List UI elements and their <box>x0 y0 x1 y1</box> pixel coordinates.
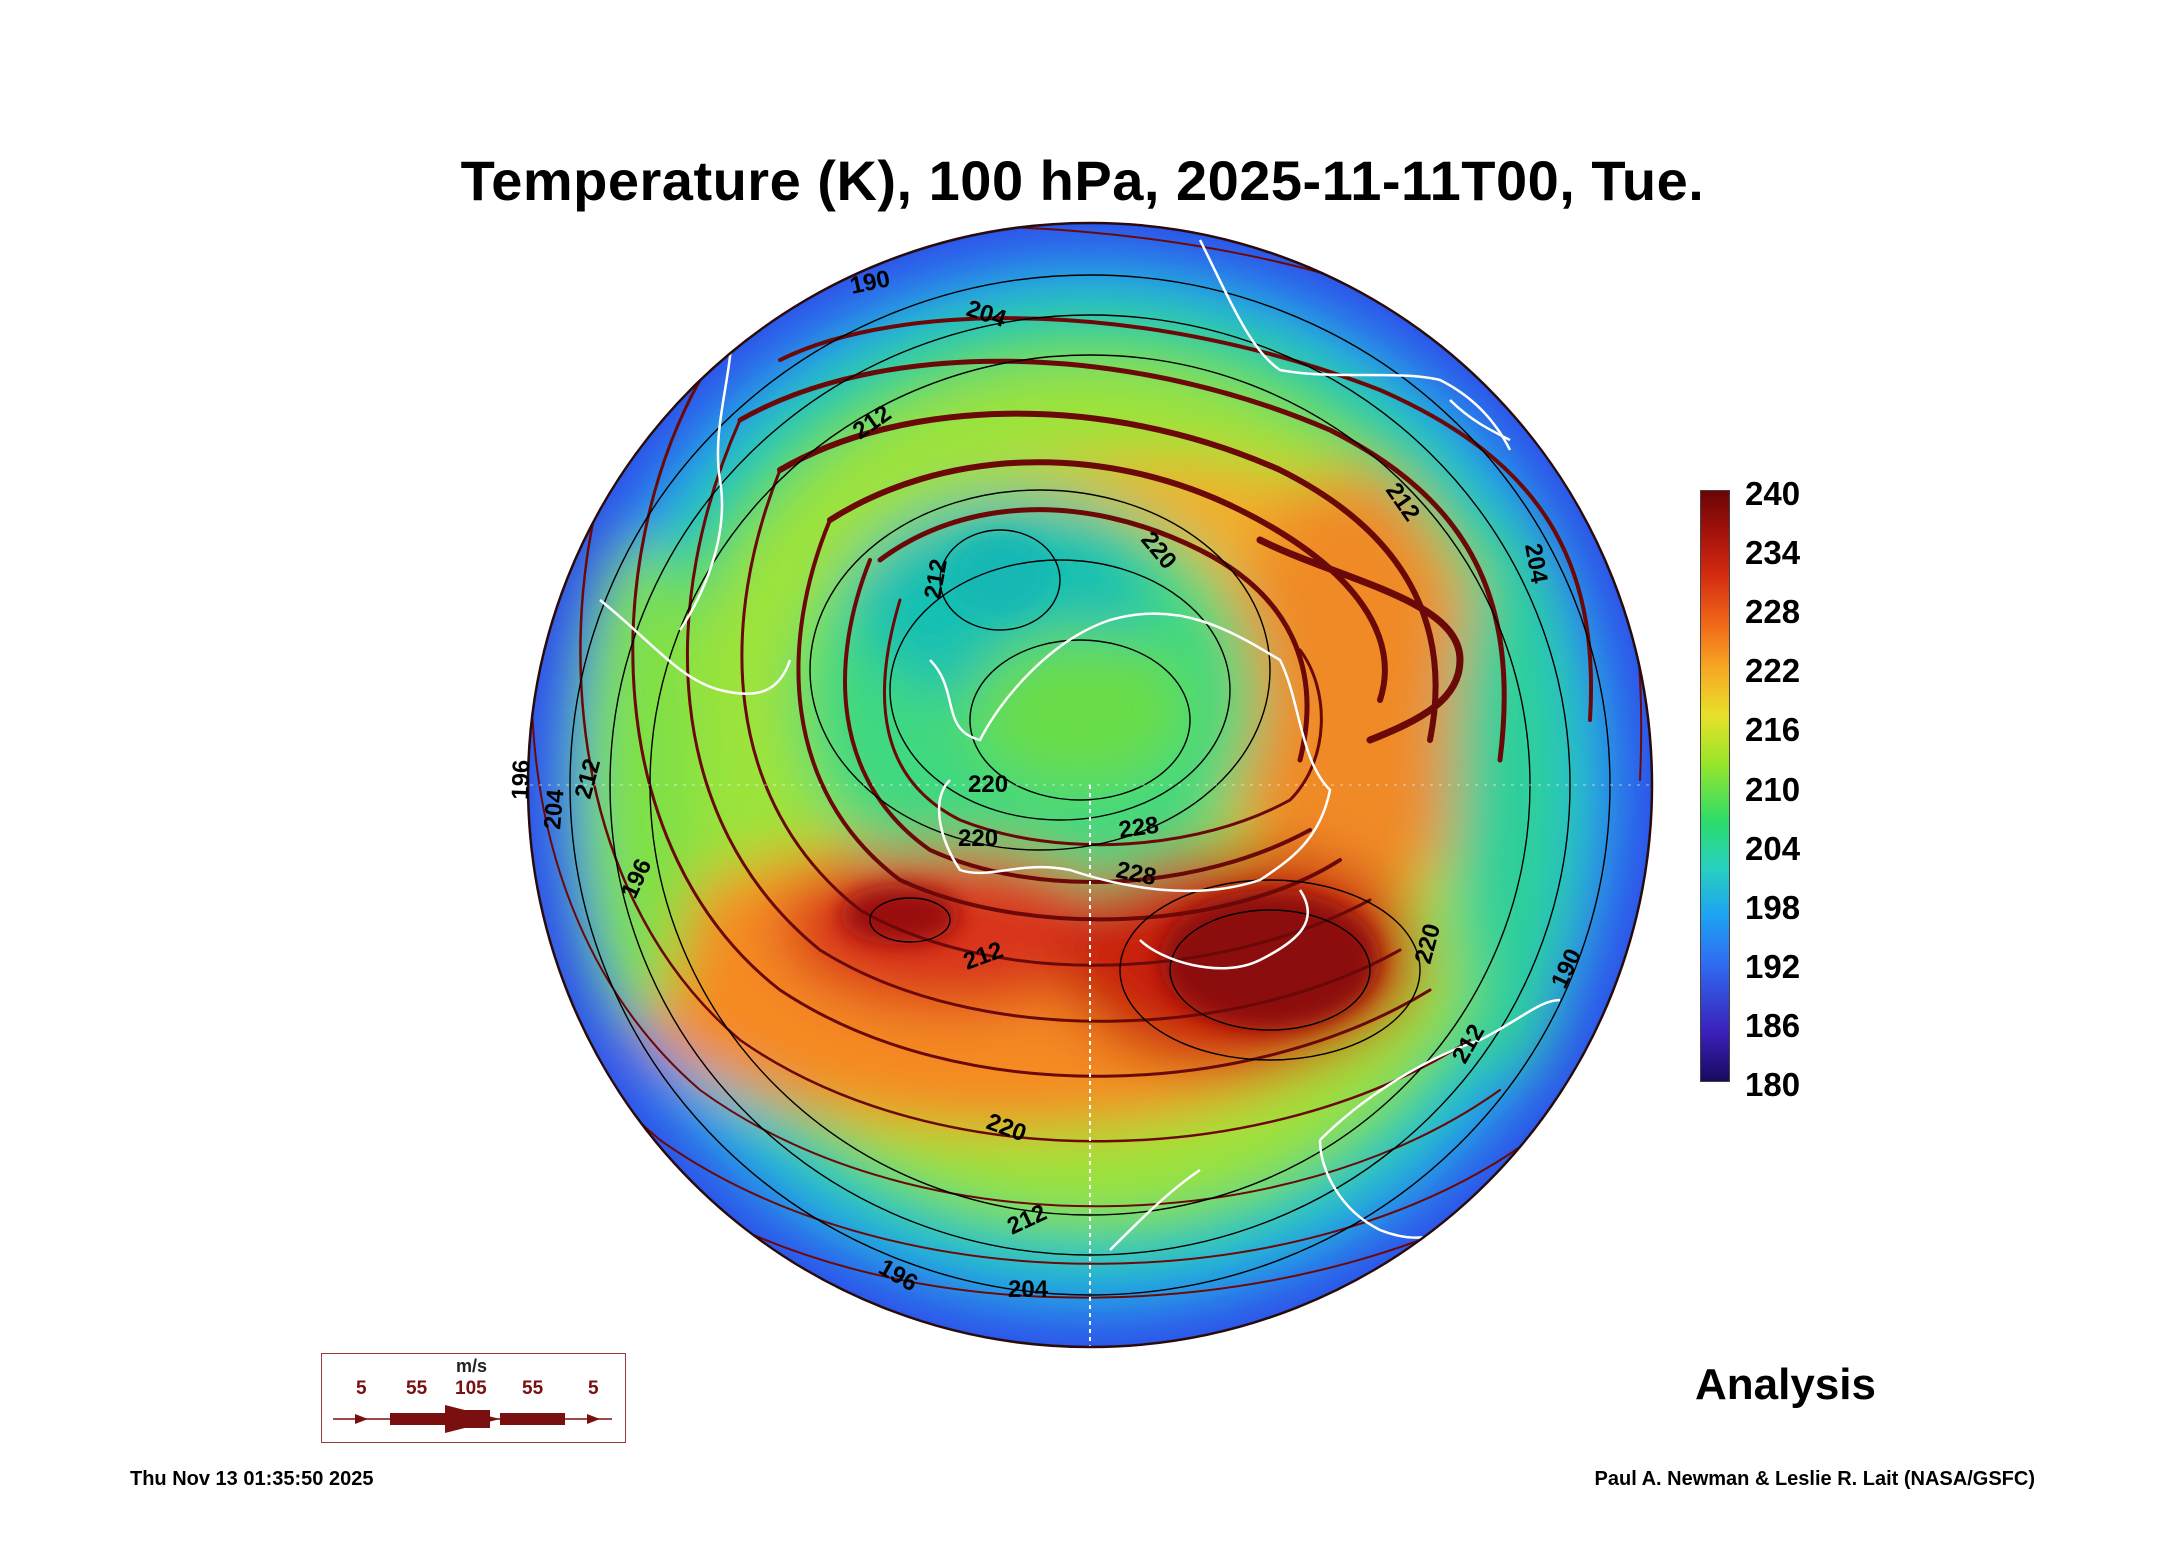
analysis-label: Analysis <box>1695 1360 1876 1409</box>
wind-legend-value: 55 <box>406 1378 428 1399</box>
wind-legend-value: 105 <box>455 1378 487 1399</box>
colorbar-label: 228 <box>1745 593 1801 630</box>
colorbar-label: 234 <box>1745 534 1801 571</box>
contour-label: 228 <box>1117 812 1160 844</box>
contour-label: 204 <box>539 788 569 831</box>
credit-line: Paul A. Newman & Leslie R. Lait (NASA/GS… <box>1594 1468 2035 1490</box>
map-border <box>526 221 1654 1349</box>
temperature-contours <box>569 274 1611 1296</box>
contour-label: 220 <box>958 825 998 852</box>
colorbar-label: 192 <box>1745 948 1801 985</box>
wind-legend-value: 5 <box>356 1378 367 1399</box>
colorbar-label: 216 <box>1745 711 1801 748</box>
timestamp: Thu Nov 13 01:35:50 2025 <box>130 1468 374 1490</box>
wind-legend <box>321 1353 626 1443</box>
wind-legend-arrow <box>333 1405 612 1433</box>
colorbar-label: 204 <box>1745 830 1801 867</box>
colorbar-label: 186 <box>1745 1007 1801 1044</box>
contour-label: 204 <box>1008 1276 1049 1303</box>
colorbar-label: 198 <box>1745 889 1801 926</box>
contour-label: 220 <box>968 771 1008 798</box>
wind-legend-unit: m/s <box>456 1356 488 1376</box>
wind-legend-value: 55 <box>522 1378 544 1399</box>
colorbar <box>1700 490 1730 1082</box>
colorbar-label: 210 <box>1745 771 1801 808</box>
contour-label: 196 <box>507 759 535 800</box>
colorbar-label: 222 <box>1745 652 1801 689</box>
wind-legend-value: 5 <box>588 1378 599 1399</box>
map-title: Temperature (K), 100 hPa, 2025-11-11T00,… <box>460 149 1705 212</box>
colorbar-label: 180 <box>1745 1066 1801 1103</box>
colorbar-label: 240 <box>1745 475 1801 512</box>
